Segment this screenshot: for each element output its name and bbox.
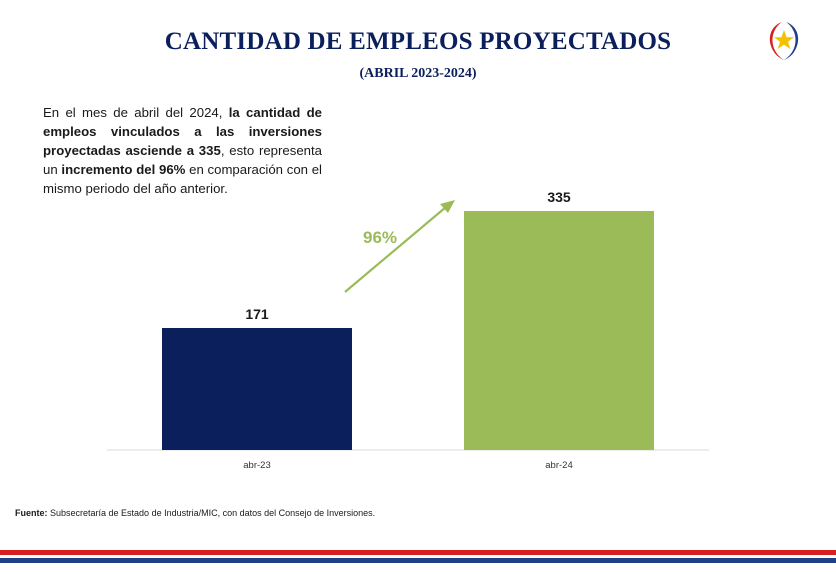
desc-bold-2: incremento del 96% xyxy=(61,162,186,177)
desc-bold-1: la cantidad de empleos vinculados a las … xyxy=(43,105,322,158)
description-text: En el mes de abril del 2024, la cantidad… xyxy=(43,103,322,198)
data-label-abr-23: 171 xyxy=(245,306,269,322)
growth-label: 96% xyxy=(363,228,397,247)
growth-arrowhead xyxy=(440,200,455,213)
emblem-logo xyxy=(769,22,799,60)
footer-stripe-red xyxy=(0,550,836,555)
source-text: Subsecretaría de Estado de Industria/MIC… xyxy=(47,508,376,518)
desc-part-2: , esto representa un xyxy=(43,143,322,177)
bar-abr-23 xyxy=(162,328,352,450)
footer-stripe-blue xyxy=(0,558,836,563)
page-title: CANTIDAD DE EMPLEOS PROYECTADOS xyxy=(164,28,672,55)
desc-part-3: en comparación con el mismo periodo del … xyxy=(43,162,322,196)
source-label: Fuente: xyxy=(15,508,48,518)
bar-abr-24 xyxy=(464,211,654,450)
page-subtitle: (ABRIL 2023-2024) xyxy=(359,66,477,81)
x-tick-label: abr-24 xyxy=(545,460,572,471)
data-label-abr-24: 335 xyxy=(547,189,571,205)
source-note: Fuente: Subsecretaría de Estado de Indus… xyxy=(15,508,375,518)
x-tick-label: abr-23 xyxy=(243,460,270,471)
growth-arrow xyxy=(344,206,447,293)
desc-part-1: En el mes de abril del 2024, xyxy=(43,105,229,120)
footer-stripe-white xyxy=(0,555,836,558)
